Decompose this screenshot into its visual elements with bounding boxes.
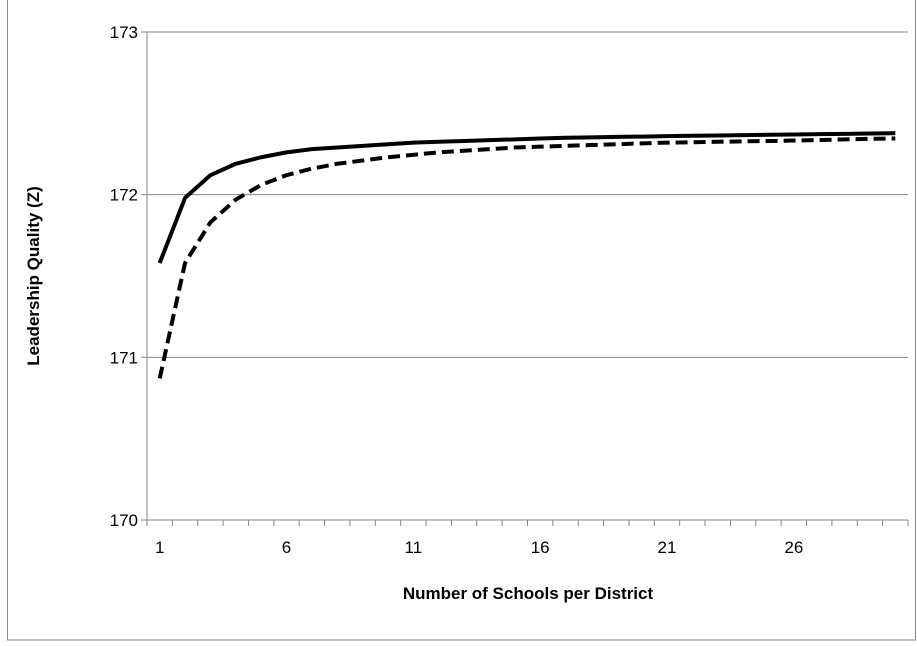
x-axis-label: Number of Schools per District <box>403 584 654 603</box>
series-line-dashed <box>157 136 896 379</box>
series-line-solid <box>157 131 896 264</box>
y-axis-label: Leadership Quality (Z) <box>24 186 43 365</box>
series-lines <box>157 131 896 379</box>
y-tick-label: 172 <box>110 186 138 205</box>
x-tick-label: 16 <box>531 538 550 557</box>
x-tick-label: 21 <box>658 538 677 557</box>
y-tick-label: 171 <box>110 348 138 367</box>
x-tick-label: 6 <box>282 538 291 557</box>
x-tick-label: 26 <box>784 538 803 557</box>
y-tick-label: 173 <box>110 23 138 42</box>
x-tick-labels: 1 6 11 16 21 26 <box>155 538 803 557</box>
y-tick-labels: 170 171 172 173 <box>110 23 138 530</box>
x-tick-label: 11 <box>405 538 423 557</box>
gridlines <box>141 31 909 526</box>
x-tick-label: 1 <box>155 538 164 557</box>
axes <box>146 32 908 521</box>
y-tick-label: 170 <box>110 511 138 530</box>
chart-frame-border <box>7 0 916 641</box>
